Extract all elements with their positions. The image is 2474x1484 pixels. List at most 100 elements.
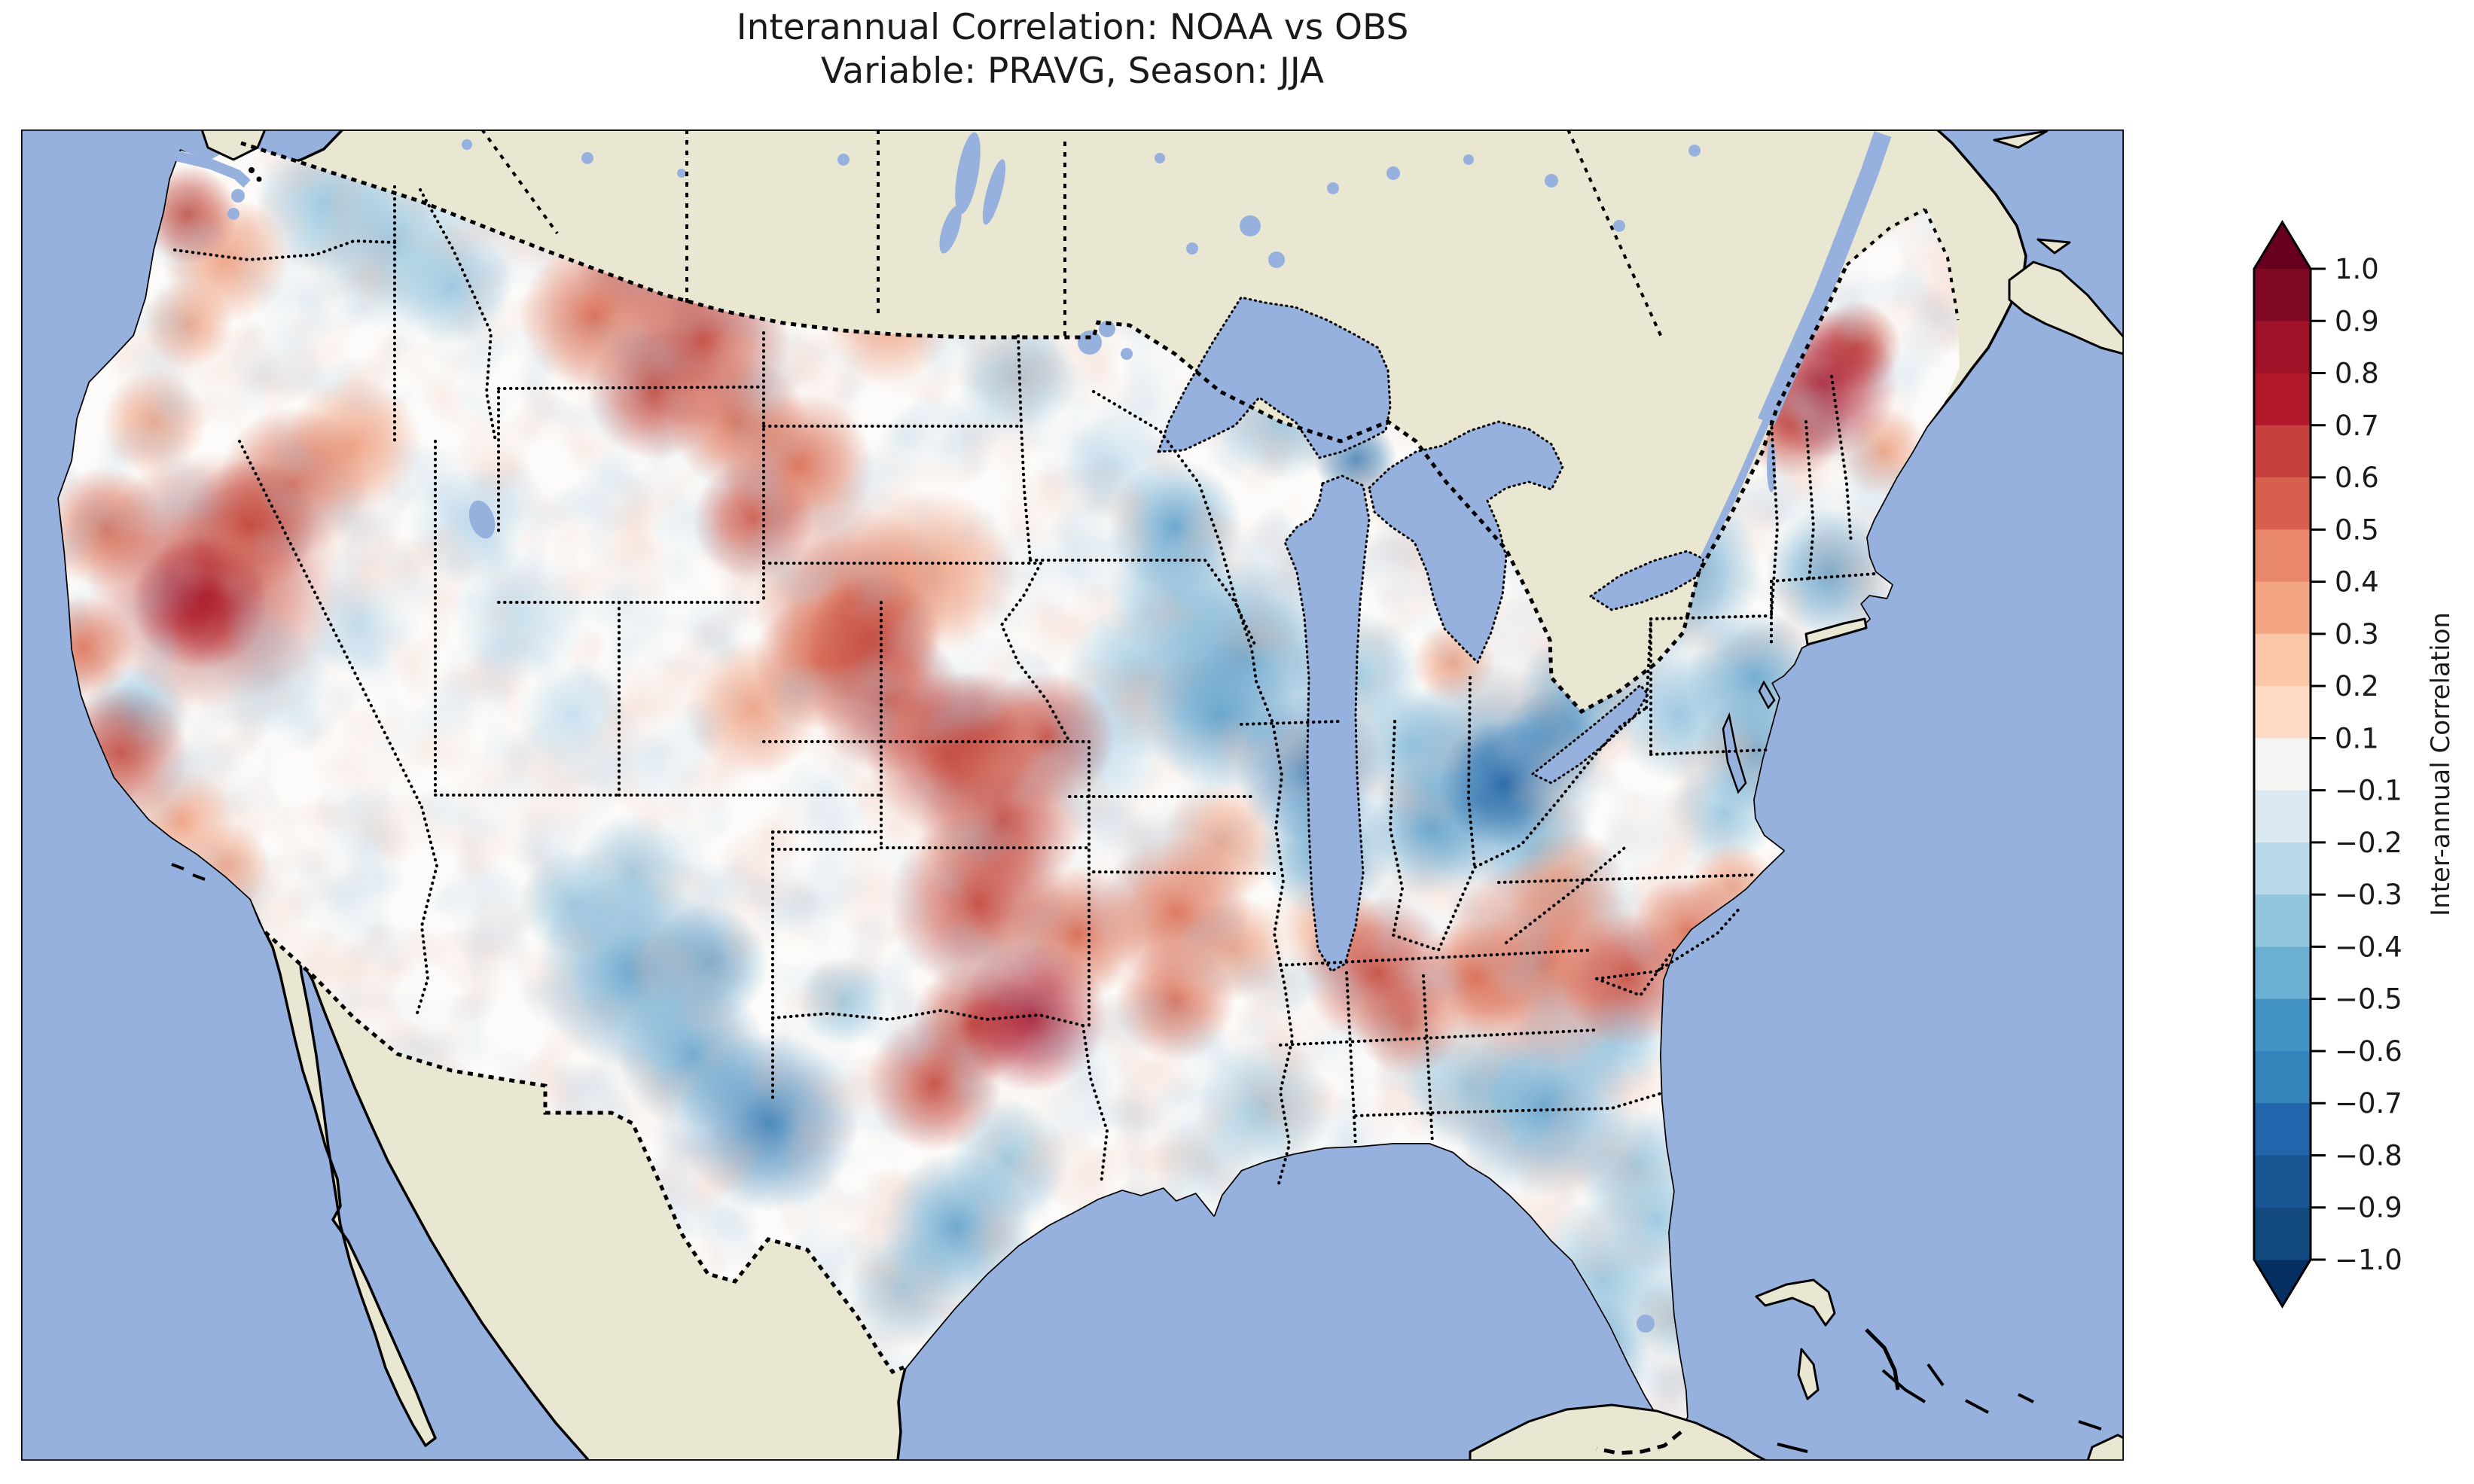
colorbar-tick-label: −0.5	[2335, 983, 2402, 1016]
colorbar-band	[2254, 321, 2311, 374]
colorbar-band	[2254, 1103, 2311, 1156]
canada-lakes	[462, 132, 1701, 360]
colorbar-arrow-bottom	[2254, 1260, 2311, 1306]
state-border-line	[1354, 1111, 1434, 1117]
canada-lake	[462, 139, 472, 150]
canada-lake	[1386, 166, 1400, 180]
state-border-line	[999, 562, 1071, 743]
great-salt-lake	[468, 500, 496, 539]
colorbar-tick-label: 0.8	[2335, 358, 2379, 390]
correlation-blob	[956, 941, 1107, 1092]
colorbar-band	[2254, 269, 2311, 321]
st-lawrence-estuary	[1758, 131, 1892, 425]
state-border-line	[1255, 680, 1295, 1185]
lake-michigan	[1283, 474, 1371, 974]
colorbar-band	[2254, 581, 2311, 635]
correlation-blob	[132, 535, 267, 670]
state-border-line	[1595, 905, 1743, 980]
correlation-blob	[1454, 1016, 1634, 1197]
state-border-line	[1466, 676, 1476, 869]
correlation-blob	[102, 369, 207, 474]
andros-island	[1797, 1348, 1820, 1400]
title-line-1: Interannual Correlation: NOAA vs OBS	[737, 7, 1409, 48]
canada-lake	[1240, 215, 1261, 236]
colorbar-tick-label: −0.6	[2335, 1035, 2402, 1068]
colorbar-band	[2254, 842, 2311, 895]
colorbar-band	[2254, 529, 2311, 583]
lake-ontario	[1588, 550, 1705, 611]
colorbar-band	[2254, 1050, 2311, 1104]
colorbar-tick-label: −0.7	[2335, 1087, 2402, 1120]
canada-lake	[939, 206, 962, 254]
colorbar-ticks: 1.0 0.9 0.8 0.7 0.6 0.5 0.4 0.3 0.2 0.1 −0.1 −0.2 −0…	[2311, 253, 2402, 1276]
correlation-blob	[979, 670, 1115, 806]
correlation-blob	[1107, 459, 1243, 595]
international-borders	[240, 141, 1849, 1375]
correlation-blob	[520, 663, 625, 768]
colorbar-tick-label: 0.4	[2335, 566, 2379, 599]
colorbar-band	[2254, 425, 2311, 478]
canada-lake	[1121, 348, 1133, 360]
colorbar-tick-label: −0.1	[2335, 775, 2402, 807]
state-border-line	[419, 188, 497, 443]
bahamas-cay	[1926, 1363, 1945, 1387]
colorbar-band	[2254, 373, 2311, 426]
correlation-blob	[956, 316, 1077, 437]
colorbar-band	[2254, 1155, 2311, 1208]
colorbar-tick-label: 0.6	[2335, 462, 2379, 494]
canada-lake	[1613, 220, 1625, 232]
bahamas-cay	[1965, 1399, 1989, 1414]
state-border-line	[1649, 748, 1768, 756]
lake-erie	[1530, 683, 1649, 785]
colorbar-tick-label: 0.2	[2335, 670, 2379, 702]
canada-lake	[982, 159, 1006, 225]
colorbar: 1.0 0.9 0.8 0.7 0.6 0.5 0.4 0.3 0.2 0.1 −0.1 −0.2 −0…	[2253, 220, 2456, 1309]
state-border-line	[238, 440, 423, 809]
nova-scotia	[2008, 261, 2124, 355]
colorbar-tick-label: −0.8	[2335, 1139, 2402, 1172]
state-border-line	[1770, 420, 1780, 617]
colorbar-axis-label: Inter-annual Correlation	[2426, 612, 2456, 916]
canada-lake	[1099, 321, 1115, 337]
hispaniola	[2086, 1434, 2124, 1461]
colorbar-bands	[2254, 222, 2311, 1306]
bahamas-cay	[2018, 1393, 2034, 1403]
state-border-line	[1279, 1028, 1598, 1047]
chesapeake-bay	[1722, 712, 1747, 794]
state-border-line	[1240, 720, 1344, 726]
st-lawrence-river	[1700, 419, 1770, 561]
canada-lake	[1155, 153, 1165, 163]
colorbar-tick-label: 0.9	[2335, 305, 2379, 337]
great-lakes	[1156, 296, 1705, 974]
state-border-line	[497, 385, 765, 390]
lake-champlain	[1767, 441, 1776, 492]
prince-edward-island	[2036, 238, 2071, 254]
state-border-line	[1017, 334, 1032, 562]
lake-huron	[1368, 420, 1564, 665]
state-border-line	[1770, 572, 1877, 583]
correlation-blob	[1559, 911, 1695, 1047]
canada-lake	[1078, 331, 1102, 355]
puget-sound	[231, 189, 245, 203]
state-border-line	[1830, 375, 1853, 545]
us-canada-border	[240, 141, 1849, 715]
canada-lake	[1545, 174, 1558, 187]
state-border-line	[1279, 949, 1591, 967]
florida-keys	[1596, 1431, 1682, 1455]
canada-lake	[1186, 242, 1198, 254]
canada-lake	[955, 132, 981, 215]
province-border-line	[1923, 209, 1960, 321]
state-border-line	[1092, 870, 1276, 875]
us-state-borders	[173, 185, 1877, 1185]
state-border-line	[1645, 617, 1652, 709]
colorbar-tick-label: −0.4	[2335, 931, 2402, 963]
colorbar-tick-label: −0.9	[2335, 1192, 2402, 1224]
anticosti-island	[1993, 130, 2048, 149]
correlation-blob	[693, 459, 813, 580]
san-juan-islet	[256, 176, 262, 182]
correlation-blob	[806, 572, 941, 708]
colorbar-band	[2254, 633, 2311, 687]
us-mexico-border	[264, 931, 904, 1375]
province-border-line	[480, 130, 559, 235]
cuba-cays	[1777, 1443, 1808, 1453]
